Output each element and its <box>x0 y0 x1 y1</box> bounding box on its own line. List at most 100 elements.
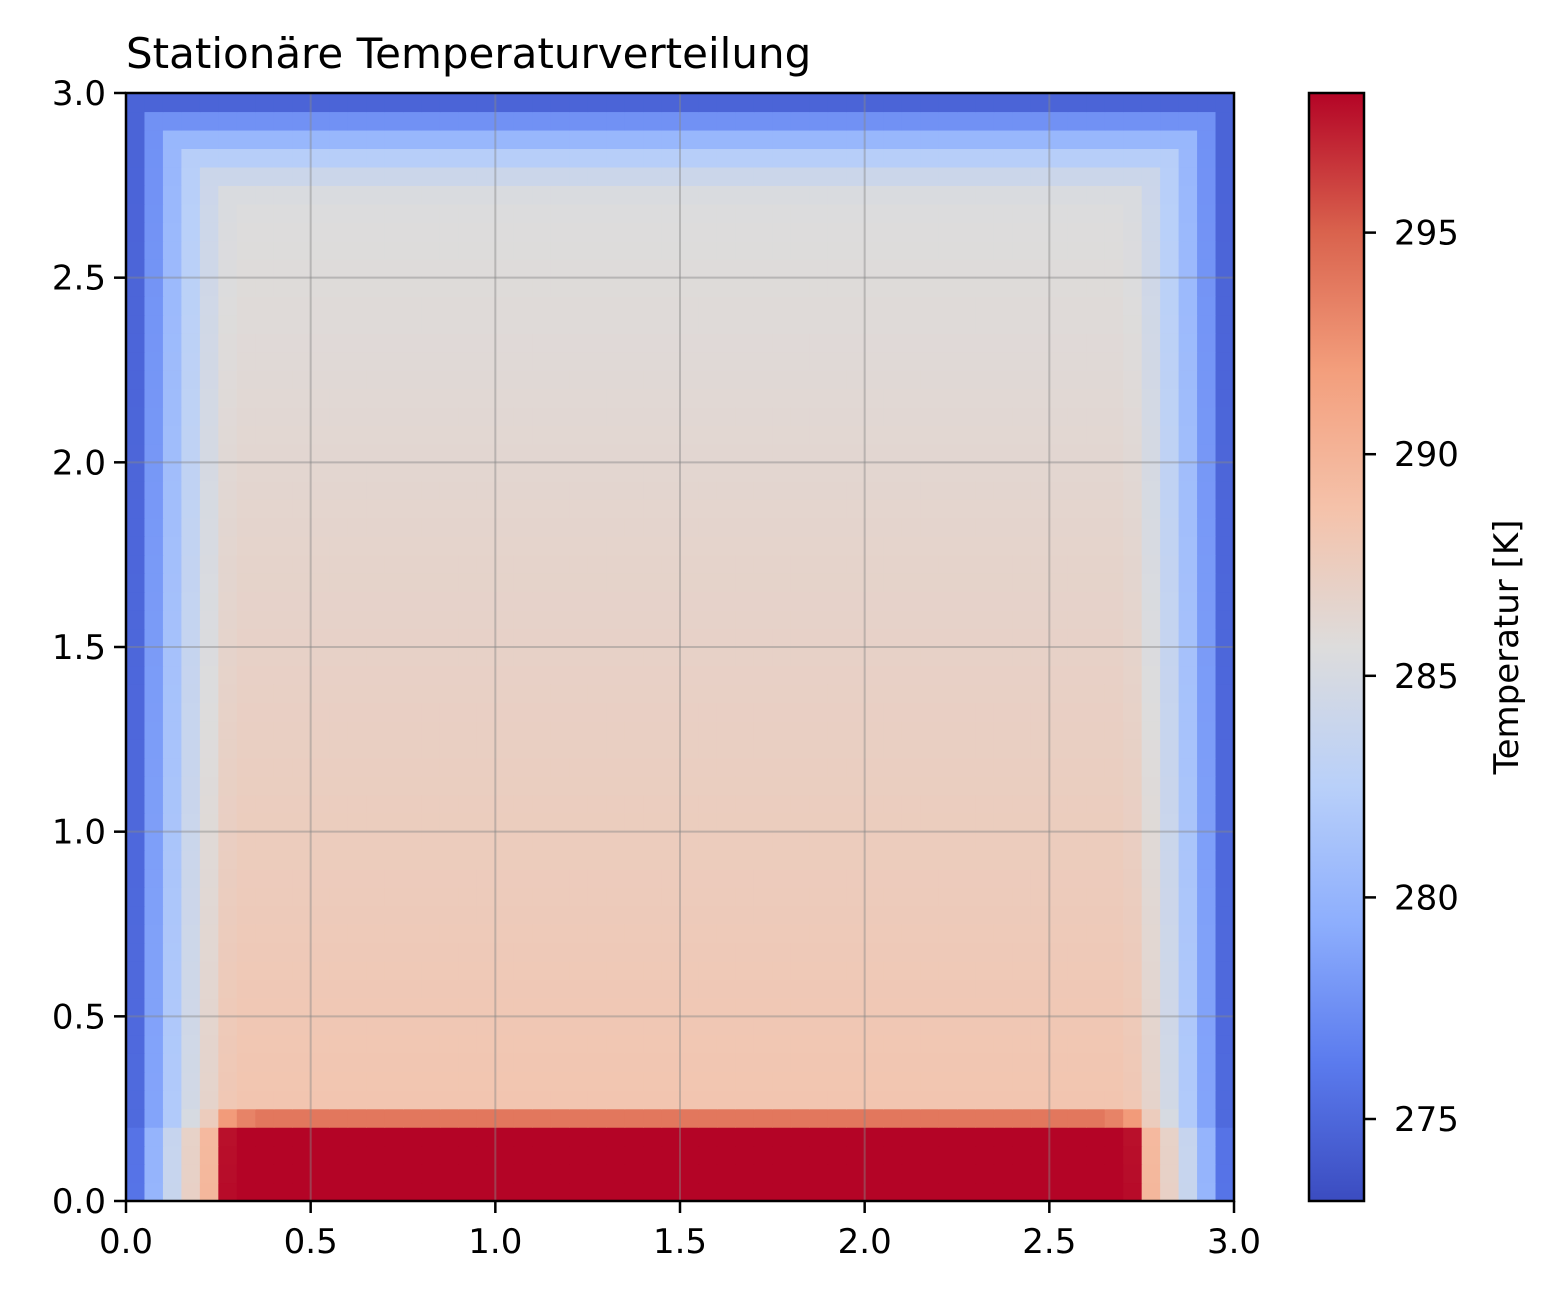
heatmap-cell <box>495 443 515 463</box>
heatmap-cell <box>347 351 367 371</box>
heatmap-cell <box>532 111 552 131</box>
heatmap-cell <box>938 647 958 667</box>
heatmap-cell <box>698 185 718 205</box>
heatmap-cell <box>661 166 681 186</box>
heatmap-cell <box>846 573 866 593</box>
heatmap-cell <box>403 443 423 463</box>
heatmap-cell <box>1086 868 1106 888</box>
heatmap-cell <box>1104 628 1124 648</box>
heatmap-cell <box>329 222 349 242</box>
heatmap-cell <box>292 610 312 630</box>
heatmap-cell <box>735 720 755 740</box>
heatmap-cell <box>1030 517 1050 537</box>
heatmap-cell <box>347 831 367 851</box>
heatmap-cell <box>273 1164 293 1184</box>
heatmap-cell <box>1012 591 1032 611</box>
heatmap-cell <box>236 1145 256 1165</box>
heatmap-cell <box>735 554 755 574</box>
heatmap-cell <box>347 794 367 814</box>
heatmap-cell <box>126 1016 146 1036</box>
heatmap-cell <box>1012 93 1032 113</box>
heatmap-cell <box>236 702 256 722</box>
heatmap-cell <box>624 1053 644 1073</box>
heatmap-cell <box>329 517 349 537</box>
heatmap-cell <box>1215 1016 1235 1036</box>
heatmap-cell <box>920 794 940 814</box>
heatmap-cell <box>569 610 589 630</box>
heatmap-cell <box>513 702 533 722</box>
heatmap-cell <box>1030 240 1050 260</box>
heatmap-cell <box>587 887 607 907</box>
heatmap-cell <box>310 203 330 223</box>
heatmap-cell <box>1030 166 1050 186</box>
heatmap-cell <box>1067 887 1087 907</box>
heatmap-cell <box>403 1053 423 1073</box>
heatmap-cell <box>1197 129 1217 149</box>
heatmap-cell <box>126 351 146 371</box>
heatmap-cell <box>587 277 607 297</box>
heatmap-cell <box>347 370 367 390</box>
heatmap-cell <box>255 831 275 851</box>
heatmap-cell <box>236 222 256 242</box>
heatmap-cell <box>532 1053 552 1073</box>
heatmap-cell <box>495 610 515 630</box>
heatmap-cell <box>126 222 146 242</box>
heatmap-cell <box>421 665 441 685</box>
heatmap-cell <box>883 1090 903 1110</box>
heatmap-cell <box>1030 924 1050 944</box>
heatmap-cell <box>218 1164 238 1184</box>
heatmap-cell <box>1049 111 1069 131</box>
heatmap-cell <box>1160 628 1180 648</box>
heatmap-cell <box>550 573 570 593</box>
heatmap-cell <box>495 370 515 390</box>
heatmap-cell <box>1178 868 1198 888</box>
heatmap-cell <box>439 277 459 297</box>
heatmap-cell <box>920 129 940 149</box>
heatmap-cell <box>144 443 164 463</box>
heatmap-cell <box>458 647 478 667</box>
heatmap-cell <box>495 148 515 168</box>
heatmap-cell <box>1030 185 1050 205</box>
heatmap-cell <box>384 296 404 316</box>
heatmap-cell <box>439 517 459 537</box>
heatmap-cell <box>1160 905 1180 925</box>
heatmap-cell <box>772 776 792 796</box>
heatmap-cell <box>144 942 164 962</box>
heatmap-cell <box>532 1016 552 1036</box>
heatmap-cell <box>273 1182 293 1202</box>
heatmap-cell <box>809 259 829 279</box>
heatmap-cell <box>236 148 256 168</box>
heatmap-cell <box>643 406 663 426</box>
heatmap-cell <box>643 388 663 408</box>
heatmap-cell <box>957 1145 977 1165</box>
heatmap-cell <box>1141 573 1161 593</box>
heatmap-cell <box>1123 1145 1143 1165</box>
heatmap-cell <box>606 1164 626 1184</box>
heatmap-cell <box>901 813 921 833</box>
heatmap-cell <box>753 536 773 556</box>
heatmap-cell <box>790 683 810 703</box>
heatmap-cell <box>883 831 903 851</box>
heatmap-cell <box>218 1071 238 1091</box>
heatmap-cell <box>218 942 238 962</box>
heatmap-cell <box>993 499 1013 519</box>
heatmap-cell <box>643 517 663 537</box>
heatmap-cell <box>680 129 700 149</box>
heatmap-cell <box>1012 868 1032 888</box>
heatmap-cell <box>753 1016 773 1036</box>
heatmap-cell <box>901 1016 921 1036</box>
heatmap-cell <box>938 370 958 390</box>
x-tick-label: 0.5 <box>284 1222 338 1262</box>
heatmap-cell <box>1104 517 1124 537</box>
heatmap-cell <box>975 259 995 279</box>
heatmap-cell <box>938 794 958 814</box>
heatmap-cell <box>347 610 367 630</box>
heatmap-cell <box>421 1127 441 1147</box>
heatmap-cell <box>643 905 663 925</box>
heatmap-cell <box>624 185 644 205</box>
heatmap-cell <box>218 462 238 482</box>
heatmap-cell <box>292 647 312 667</box>
heatmap-cell <box>901 573 921 593</box>
heatmap-cell <box>476 610 496 630</box>
heatmap-cell <box>606 240 626 260</box>
